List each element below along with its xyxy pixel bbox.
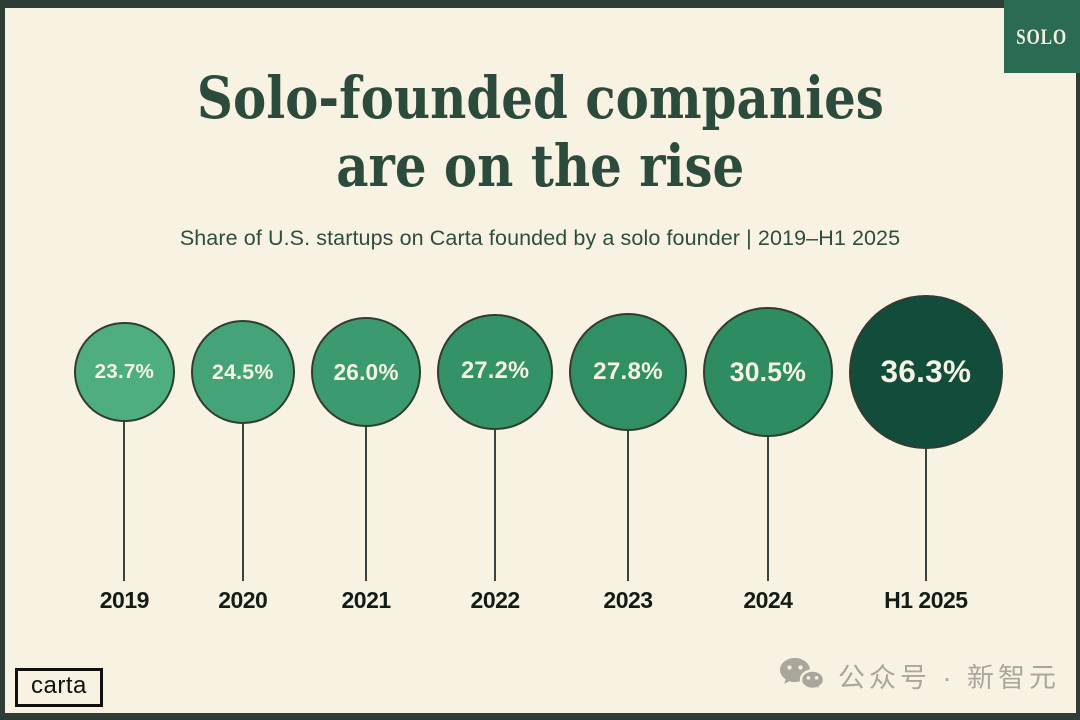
bubble-stem [766, 433, 769, 581]
page-title: Solo-founded companies are on the rise [0, 64, 1080, 200]
bubble-stem [627, 428, 630, 581]
bubble-stem [123, 419, 126, 581]
year-label-2023: 2023 [603, 587, 653, 613]
frame-border-top [0, 0, 1080, 8]
bubble-h1-2025: 36.3% [848, 294, 1003, 450]
bubble-2022: 27.2% [437, 314, 553, 430]
bubble-stem [365, 424, 368, 581]
year-label-2024: 2024 [743, 587, 793, 613]
frame-border-left [0, 0, 5, 720]
year-label-2019: 2019 [99, 587, 150, 613]
page-title-line-2: are on the rise [335, 132, 745, 200]
bubble-stem [494, 426, 497, 581]
bubble-value-label: 27.2% [461, 358, 530, 385]
bubble-2020: 24.5% [190, 319, 295, 425]
wechat-watermark: 公众号 · 新智元 [779, 651, 1060, 699]
wechat-watermark-text: 公众号 · 新智元 [838, 662, 1060, 693]
year-label-2022: 2022 [470, 587, 521, 613]
bubble-value-label: 23.7% [94, 359, 155, 383]
bubble-2019: 23.7% [74, 321, 175, 423]
solo-badge: SOLO [1004, 0, 1080, 73]
bubble-2021: 26.0% [310, 316, 422, 428]
year-label-2020: 2020 [218, 587, 268, 613]
bubble-stem [924, 446, 927, 581]
carta-logo-label: carta [31, 672, 87, 699]
chart-subtitle: Share of U.S. startups on Carta founded … [179, 226, 901, 250]
bubble-stem [241, 421, 244, 581]
bubble-value-label: 36.3% [880, 353, 972, 390]
wechat-icon [780, 658, 825, 693]
bubble-value-label: 26.0% [333, 358, 399, 385]
page-title-line-1: Solo-founded companies [196, 64, 884, 132]
bubble-value-label: 24.5% [212, 359, 274, 384]
year-label-h1-2025: H1 2025 [884, 587, 968, 613]
bubble-2023: 27.8% [568, 312, 688, 432]
frame-border-bottom [0, 713, 1080, 720]
bubble-value-label: 30.5% [729, 356, 807, 387]
solo-badge-label: SOLO [1016, 23, 1068, 49]
year-label-2021: 2021 [341, 587, 392, 613]
frame-border-right [1076, 0, 1080, 720]
carta-logo: carta [15, 668, 103, 707]
bubble-value-label: 27.8% [593, 357, 663, 385]
bubble-2024: 30.5% [703, 307, 833, 437]
